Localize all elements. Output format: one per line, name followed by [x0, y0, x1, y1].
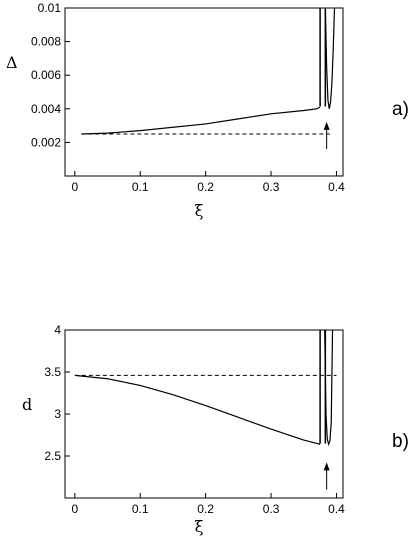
y-tick-label-a: 0.002	[31, 135, 61, 149]
plot-frame-b	[64, 329, 344, 499]
y-axis-label-b: d	[22, 395, 32, 414]
panel-label-a: a)	[392, 99, 409, 120]
panel-label-b: b)	[392, 431, 409, 452]
plot-frame-a	[64, 7, 344, 177]
y-tick-label-a: 0.006	[31, 68, 61, 82]
series-line-a	[81, 106, 321, 135]
y-tick-label-a: 0.008	[31, 35, 61, 49]
x-ticks-a: 0 0.1 0.2 0.3 0.4	[71, 171, 345, 194]
x-tick-label-a: 0.4	[328, 180, 345, 194]
x-tick-label-a: 0.2	[197, 180, 214, 194]
arrow-head-b	[323, 462, 330, 471]
x-axis-label-b: ξ	[195, 517, 204, 536]
y-tick-label-a: 0.01	[38, 1, 62, 15]
x-tick-label-b: 0.3	[263, 502, 280, 516]
series-line-b	[74, 374, 321, 445]
x-tick-label-b: 0.2	[197, 502, 214, 516]
dip-curve-b	[324, 329, 334, 447]
x-tick-label-a: 0	[71, 180, 78, 194]
dip-curve-a	[324, 7, 336, 109]
y-axis-label-a: Δ	[6, 53, 18, 72]
y-tick-label-b: 4	[54, 323, 61, 337]
series-a	[81, 7, 336, 150]
y-ticks-b: 2.5 3 3.5 4	[44, 323, 70, 463]
x-tick-label-b: 0	[71, 502, 78, 516]
y-tick-label-b: 3	[54, 407, 61, 421]
series-b	[74, 329, 337, 490]
chart-a: 0.002 0.004 0.006 0.008 0.01 0 0.1 0.2 0.3 0.4 Δ…	[6, 1, 409, 220]
arrow-head-a	[323, 121, 330, 130]
x-tick-label-b: 0.4	[328, 502, 345, 516]
y-tick-label-a: 0.004	[31, 102, 61, 116]
x-ticks-b: 0 0.1 0.2 0.3 0.4	[71, 493, 345, 516]
x-tick-label-a: 0.3	[263, 180, 280, 194]
x-axis-label-a: ξ	[195, 201, 204, 220]
y-ticks-a: 0.002 0.004 0.006 0.008 0.01	[31, 1, 70, 149]
y-tick-label-b: 2.5	[44, 449, 61, 463]
x-tick-label-a: 0.1	[132, 180, 149, 194]
y-tick-label-b: 3.5	[44, 365, 61, 379]
chart-b: 2.5 3 3.5 4 0 0.1 0.2 0.3 0.4 d ξ b)	[22, 323, 409, 536]
x-tick-label-b: 0.1	[132, 502, 149, 516]
